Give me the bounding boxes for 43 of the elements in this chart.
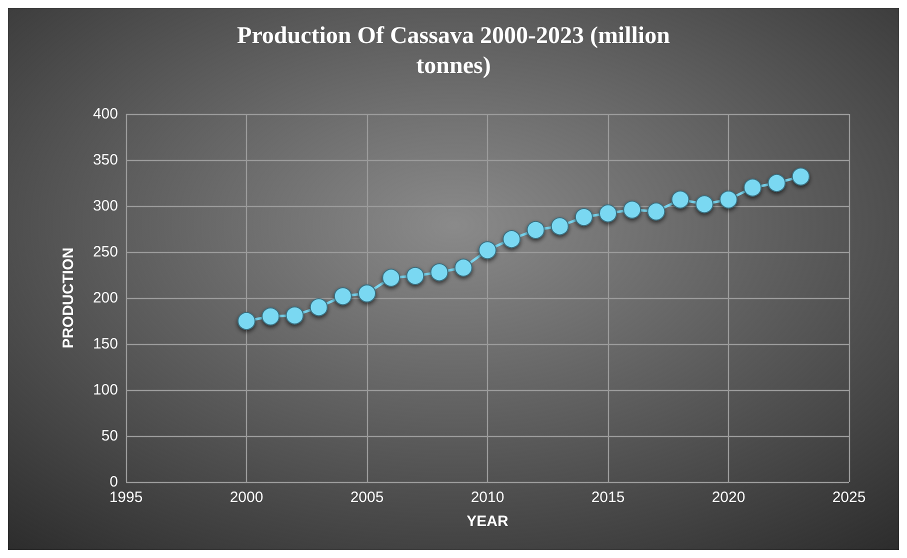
- y-tick-label: 100: [92, 382, 118, 398]
- point: [502, 230, 521, 248]
- point: [478, 241, 496, 260]
- y-tick-label: 350: [92, 152, 118, 168]
- point: [550, 217, 569, 236]
- point: [720, 190, 738, 209]
- x-axis-title: YEAR: [466, 513, 508, 530]
- y-tick-label: 300: [92, 198, 118, 214]
- point: [406, 266, 424, 285]
- y-axis-title: PRODUCTION: [60, 248, 77, 348]
- x-tick-label: 2010: [470, 489, 504, 506]
- point: [744, 178, 762, 197]
- x-tick-label: 2015: [591, 489, 625, 506]
- point: [262, 307, 280, 326]
- y-tick-label: 200: [92, 290, 118, 306]
- x-tick-label: 1995: [109, 489, 143, 506]
- point: [286, 306, 304, 324]
- y-tick-label: 400: [92, 106, 118, 122]
- x-tick-label: 2000: [230, 489, 264, 506]
- point: [526, 220, 545, 239]
- point: [695, 195, 714, 214]
- y-tick-label: 150: [92, 336, 118, 352]
- point: [334, 287, 352, 306]
- point: [382, 268, 400, 287]
- point: [358, 284, 376, 302]
- point: [574, 208, 593, 226]
- chart-title: Production Of Cassava 2000-2023 (million tonnes): [237, 23, 670, 79]
- y-tick-label: 0: [110, 474, 118, 490]
- x-tick-label: 2005: [350, 489, 384, 506]
- point: [430, 263, 448, 282]
- point: [647, 202, 666, 221]
- point: [623, 200, 642, 219]
- point: [599, 204, 617, 222]
- x-tick-label: 2020: [712, 489, 746, 506]
- y-tick-label: 50: [101, 428, 118, 444]
- point: [792, 168, 810, 186]
- point: [454, 258, 472, 277]
- point: [768, 174, 786, 192]
- x-tick-label: 2025: [832, 489, 866, 506]
- point: [238, 312, 256, 330]
- y-tick-label: 250: [92, 244, 118, 260]
- point: [310, 298, 328, 316]
- point: [671, 190, 690, 209]
